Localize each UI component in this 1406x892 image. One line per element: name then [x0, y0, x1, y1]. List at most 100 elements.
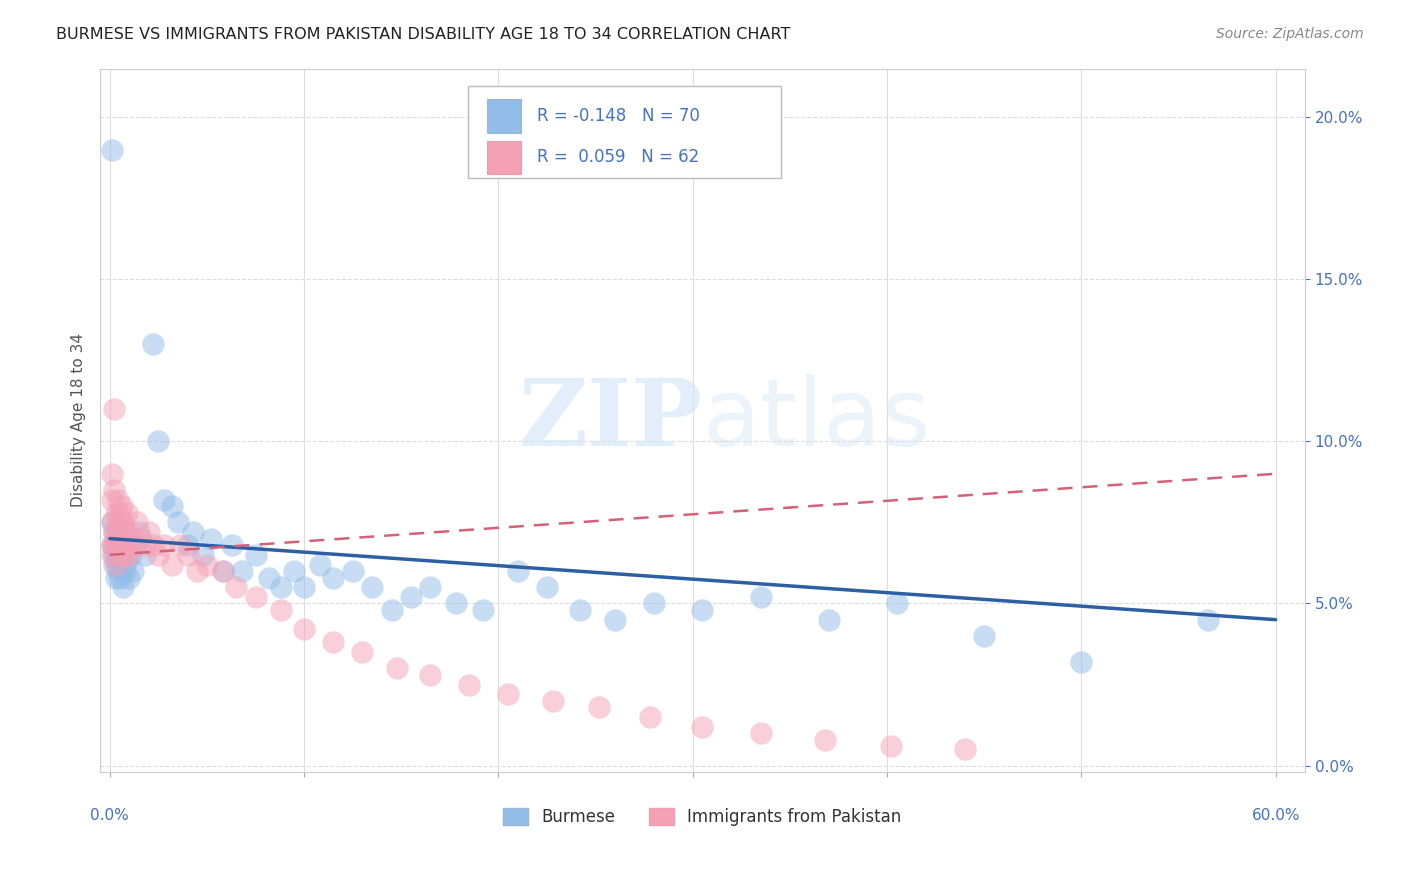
Point — [225, 580, 247, 594]
Text: R = -0.148   N = 70: R = -0.148 N = 70 — [537, 107, 700, 125]
Point — [122, 564, 145, 578]
Point — [101, 467, 124, 481]
Point — [221, 538, 243, 552]
Point — [245, 548, 267, 562]
Point — [257, 570, 280, 584]
Point — [880, 739, 903, 753]
Point — [112, 538, 135, 552]
Point — [973, 629, 995, 643]
Point — [114, 564, 136, 578]
Point — [134, 538, 156, 552]
Point — [117, 538, 139, 552]
Point — [444, 597, 467, 611]
Point — [588, 700, 610, 714]
Point — [108, 525, 131, 540]
Point — [104, 532, 127, 546]
Bar — [486, 99, 520, 133]
Point — [153, 492, 176, 507]
Point — [110, 538, 132, 552]
Point — [200, 532, 222, 546]
Text: BURMESE VS IMMIGRANTS FROM PAKISTAN DISABILITY AGE 18 TO 34 CORRELATION CHART: BURMESE VS IMMIGRANTS FROM PAKISTAN DISA… — [56, 27, 790, 42]
Point — [103, 538, 125, 552]
Point — [103, 483, 125, 497]
Point — [112, 516, 135, 530]
Point — [104, 525, 127, 540]
Point — [103, 525, 125, 540]
Text: atlas: atlas — [703, 375, 931, 467]
Point — [112, 538, 135, 552]
Point — [176, 548, 198, 562]
Point — [638, 710, 661, 724]
Point — [142, 538, 165, 552]
Point — [101, 492, 124, 507]
Point — [107, 548, 129, 562]
Point — [352, 645, 374, 659]
Point — [643, 597, 665, 611]
Point — [104, 554, 127, 568]
Bar — [486, 141, 520, 174]
Point — [104, 506, 127, 520]
Point — [108, 506, 131, 520]
Point — [110, 499, 132, 513]
Point — [117, 506, 139, 520]
Point — [1070, 655, 1092, 669]
Point — [886, 597, 908, 611]
Bar — [468, 87, 780, 178]
Point — [108, 554, 131, 568]
Point — [112, 580, 135, 594]
Point — [506, 564, 529, 578]
Point — [138, 525, 160, 540]
Text: 0.0%: 0.0% — [90, 808, 129, 822]
Point — [292, 623, 315, 637]
Point — [134, 548, 156, 562]
Point — [419, 580, 441, 594]
Point — [103, 401, 125, 416]
Point — [125, 516, 148, 530]
Point — [496, 687, 519, 701]
Point — [117, 532, 139, 546]
Point — [176, 538, 198, 552]
Point — [101, 516, 124, 530]
Point — [245, 590, 267, 604]
Point — [191, 548, 214, 562]
Point — [101, 143, 124, 157]
Point — [129, 532, 152, 546]
Point — [692, 720, 714, 734]
Point — [120, 548, 142, 562]
Point — [169, 538, 191, 552]
Point — [603, 613, 626, 627]
Point — [160, 499, 183, 513]
Point — [322, 635, 344, 649]
Point — [186, 564, 208, 578]
Point — [118, 525, 141, 540]
Point — [270, 603, 292, 617]
Point — [160, 558, 183, 572]
Point — [108, 548, 131, 562]
Point — [118, 548, 141, 562]
Point — [692, 603, 714, 617]
Legend: Burmese, Immigrants from Pakistan: Burmese, Immigrants from Pakistan — [495, 799, 910, 834]
Point — [104, 538, 127, 552]
Point — [381, 603, 404, 617]
Point — [122, 538, 145, 552]
Point — [104, 541, 127, 556]
Point — [107, 564, 129, 578]
Point — [953, 742, 976, 756]
Point — [107, 525, 129, 540]
Point — [117, 554, 139, 568]
Point — [118, 538, 141, 552]
Point — [749, 590, 772, 604]
Point — [342, 564, 364, 578]
Point — [211, 564, 233, 578]
Point — [148, 548, 170, 562]
Point — [153, 538, 176, 552]
Point — [283, 564, 305, 578]
Text: R =  0.059   N = 62: R = 0.059 N = 62 — [537, 148, 700, 167]
Point — [231, 564, 253, 578]
Point — [101, 516, 124, 530]
Point — [110, 548, 132, 562]
Point — [387, 661, 409, 675]
Point — [541, 694, 564, 708]
Point — [118, 570, 141, 584]
Point — [103, 548, 125, 562]
